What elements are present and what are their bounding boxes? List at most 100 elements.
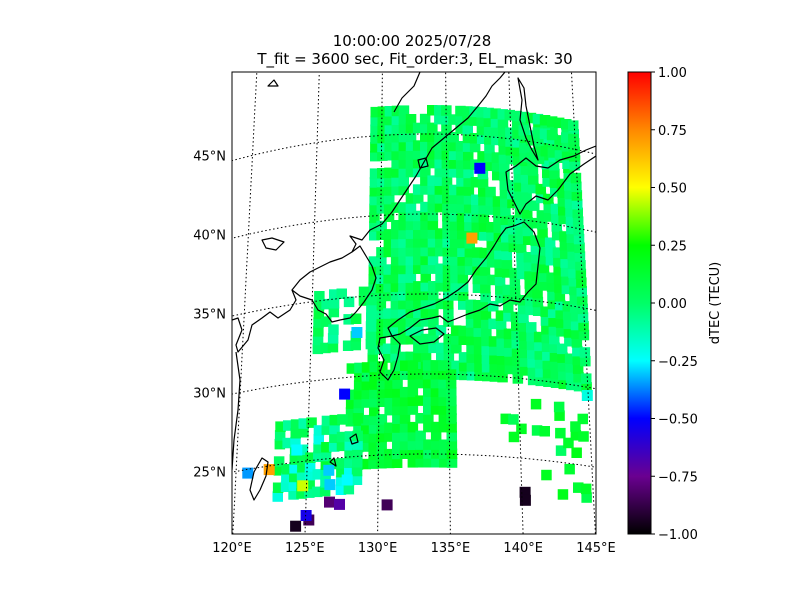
dtec-cell	[562, 301, 573, 312]
dtec-cell	[572, 216, 584, 227]
dtec-cell	[459, 369, 470, 381]
dtec-cell	[547, 147, 559, 158]
dtec-cell	[463, 150, 474, 161]
dtec-cell	[581, 390, 593, 401]
dtec-cell	[469, 115, 480, 126]
dtec-cell	[344, 431, 356, 442]
dtec-cell	[498, 135, 509, 146]
dtec-cell	[434, 149, 445, 160]
dtec-cell	[405, 298, 417, 310]
dtec-cell	[525, 112, 537, 124]
dtec-cell	[313, 425, 325, 436]
dtec-cell	[481, 353, 493, 364]
dtec-cell	[398, 105, 410, 116]
dtec-cell	[553, 401, 565, 413]
dtec-cell	[438, 404, 449, 415]
dtec-cell	[501, 240, 512, 252]
dtec-cell	[377, 141, 388, 153]
dtec-cell	[486, 257, 498, 268]
dtec-cell	[242, 467, 254, 479]
dtec-cell	[297, 444, 309, 455]
dtec-cell	[274, 438, 286, 450]
dtec-cell	[291, 444, 303, 456]
dtec-cell	[495, 310, 507, 321]
dtec-cell	[503, 302, 514, 313]
dtec-cell	[554, 291, 566, 302]
dtec-cell	[493, 240, 505, 251]
dtec-cell	[567, 258, 579, 270]
dtec-cell	[344, 457, 355, 468]
coastline-ryukyu-1	[349, 433, 359, 445]
dtec-cell	[328, 298, 340, 309]
dtec-cell	[384, 369, 396, 381]
dtec-cell	[353, 389, 365, 400]
dtec-cell	[486, 239, 497, 250]
dtec-cell	[391, 114, 403, 125]
dtec-cell	[464, 255, 476, 267]
dtec-cell	[464, 211, 475, 223]
dtec-cell	[384, 167, 395, 179]
dtec-cell	[477, 168, 489, 180]
dtec-cell	[365, 321, 377, 332]
dtec-cell	[527, 348, 538, 359]
dtec-cell	[541, 158, 553, 170]
dtec-cell	[483, 107, 494, 119]
dtec-cell	[574, 251, 586, 262]
dtec-cell	[353, 424, 364, 435]
dtec-cell	[497, 363, 508, 374]
dtec-cell	[427, 237, 439, 248]
dtec-cell	[478, 195, 489, 206]
dtec-cell	[568, 276, 580, 287]
dtec-cell	[329, 432, 340, 443]
dtec-cell	[562, 158, 573, 169]
dtec-cell	[405, 307, 417, 319]
dtec-cell	[420, 333, 432, 345]
dtec-cell	[434, 105, 445, 116]
dtec-cell	[423, 404, 434, 415]
dtec-cell	[422, 360, 434, 371]
dtec-cell	[573, 225, 584, 236]
dtec-cell	[368, 282, 379, 294]
dtec-cell	[375, 273, 387, 284]
colorbar-tick-label: −0.50	[658, 413, 698, 428]
longitude-labels: 120°E 125°E 130°E 135°E 140°E 145°E	[212, 541, 616, 556]
dtec-cell	[434, 184, 446, 195]
dtec-cell	[298, 418, 309, 429]
dtec-cell	[541, 332, 552, 344]
dtec-cell	[370, 115, 381, 127]
dtec-cell	[494, 275, 506, 286]
dtec-cell	[435, 237, 446, 248]
dtec-cell	[376, 247, 387, 258]
dtec-cell	[570, 319, 582, 331]
dtec-cell	[400, 369, 411, 380]
dtec-cell	[375, 317, 386, 328]
coastline-shikoku	[409, 327, 445, 345]
dtec-cell	[531, 425, 543, 436]
coastline-sakhalin	[517, 77, 539, 161]
dtec-cell	[473, 317, 484, 329]
dtec-cell	[446, 430, 457, 442]
dtec-cell	[313, 326, 324, 337]
dtec-cell	[446, 395, 457, 407]
dtec-cell	[370, 150, 381, 162]
dtec-cell	[405, 158, 417, 169]
dtec-cell	[376, 194, 388, 205]
dtec-cell	[473, 308, 484, 320]
lat-tick-label: 35°N	[193, 307, 226, 322]
dtec-cell	[571, 181, 582, 192]
dtec-cell	[529, 217, 541, 229]
dtec-cell	[405, 290, 417, 301]
dtec-cell	[435, 228, 446, 239]
dtec-cell	[376, 458, 387, 469]
dtec-cell	[427, 201, 438, 213]
dtec-cell	[398, 140, 410, 152]
dtec-cell	[501, 232, 512, 243]
dtec-cell	[376, 264, 387, 276]
dtec-cell	[428, 325, 439, 336]
dtec-cell	[407, 386, 419, 398]
dtec-cell	[578, 329, 590, 341]
dtec-cell	[405, 149, 417, 160]
dtec-cell	[442, 210, 453, 222]
dtec-cell	[377, 168, 388, 179]
dtec-cell	[493, 213, 504, 225]
